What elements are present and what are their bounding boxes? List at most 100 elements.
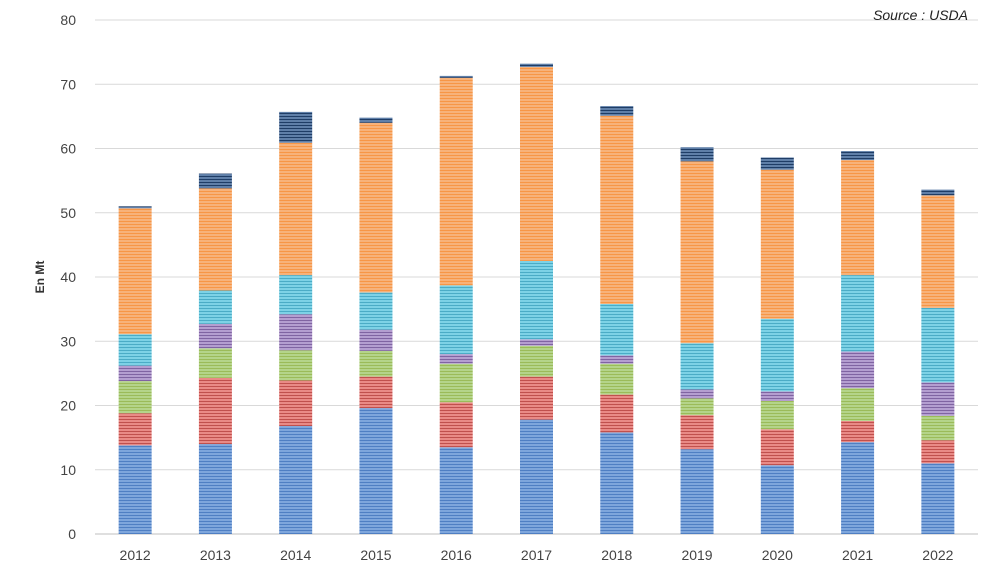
- bar-segment: [118, 334, 152, 366]
- bar-segment: [760, 169, 794, 319]
- bar-segment: [841, 160, 875, 276]
- bar-segment: [118, 445, 152, 534]
- bar-segment: [760, 391, 794, 402]
- x-tick-label: 2016: [441, 547, 472, 562]
- bar-segment: [921, 195, 955, 308]
- bar-segment: [680, 415, 714, 450]
- bar-segment: [439, 402, 473, 448]
- bar-segment: [198, 173, 232, 189]
- bar-segment: [439, 77, 473, 286]
- bar-segment: [439, 447, 473, 534]
- bar-segment: [921, 415, 955, 441]
- x-tick-label: 2020: [762, 547, 793, 562]
- bar-segment: [279, 142, 313, 276]
- y-tick-label: 60: [60, 141, 76, 157]
- y-tick-label: 70: [60, 76, 76, 92]
- bar-segment: [198, 323, 232, 349]
- bar-segment: [921, 307, 955, 383]
- y-tick-label: 10: [60, 462, 76, 478]
- bar-segment: [600, 115, 634, 304]
- bar-segment: [439, 354, 473, 364]
- bar-segment: [118, 381, 152, 414]
- x-tick-label: 2022: [922, 547, 953, 562]
- bar-segment: [198, 444, 232, 534]
- bar-segment: [359, 117, 393, 123]
- bar-segment: [198, 188, 232, 291]
- bar-segment: [841, 151, 875, 161]
- bars: [118, 63, 955, 534]
- bar-segment: [359, 350, 393, 377]
- bar-segment: [520, 260, 553, 340]
- bar-segment: [279, 275, 313, 315]
- bar-segment: [198, 348, 232, 378]
- bar-segment: [359, 329, 393, 351]
- bar-segment: [359, 376, 393, 409]
- bar-segment: [520, 63, 553, 67]
- bar-segment: [760, 465, 794, 534]
- bar-segment: [760, 429, 794, 466]
- bar-segment: [841, 388, 875, 421]
- y-tick-label: 40: [60, 269, 76, 285]
- y-tick-label: 80: [60, 12, 76, 28]
- bar-segment: [600, 363, 634, 395]
- y-tick-labels: 0 10 20 30 40 50 60 70 80: [60, 12, 76, 542]
- bar-segment: [439, 363, 473, 403]
- y-tick-label: 50: [60, 205, 76, 221]
- x-tick-label: 2019: [681, 547, 712, 562]
- bar-segment: [760, 157, 794, 170]
- bar-segment: [520, 339, 553, 346]
- bar-segment: [841, 275, 875, 352]
- bar-segment: [841, 420, 875, 443]
- bar-segment: [680, 389, 714, 399]
- bar-segment: [118, 413, 152, 446]
- bar-segment: [760, 401, 794, 430]
- bar-segment: [279, 426, 313, 534]
- x-tick-labels: 2012 2013 2014 2015 2016 2017 2018 2019 2020 2021…: [120, 547, 954, 562]
- bar-segment: [841, 442, 875, 534]
- x-tick-label: 2013: [200, 547, 231, 562]
- x-tick-label: 2018: [601, 547, 632, 562]
- bar-segment: [680, 343, 714, 390]
- bar-segment: [680, 161, 714, 344]
- bar-segment: [760, 318, 794, 392]
- bar-segment: [279, 380, 313, 427]
- y-axis-title: En Mt: [33, 261, 47, 294]
- bar-segment: [118, 208, 152, 335]
- bar-segment: [520, 345, 553, 377]
- bar-segment: [921, 382, 955, 416]
- source-label: Source : USDA: [873, 7, 968, 23]
- bar-segment: [198, 290, 232, 324]
- bar-segment: [279, 111, 313, 143]
- x-tick-label: 2017: [521, 547, 552, 562]
- bar-segment: [359, 122, 393, 293]
- bar-segment: [520, 66, 553, 261]
- y-tick-label: 0: [68, 526, 76, 542]
- bar-segment: [279, 314, 313, 351]
- bar-segment: [680, 449, 714, 534]
- bar-segment: [921, 440, 955, 464]
- bar-segment: [520, 376, 553, 420]
- bar-segment: [600, 432, 634, 534]
- bar-segment: [600, 355, 634, 364]
- bar-segment: [841, 351, 875, 389]
- bar-segment: [680, 398, 714, 416]
- bar-segment: [118, 365, 152, 382]
- x-tick-label: 2015: [360, 547, 391, 562]
- bar-segment: [921, 189, 955, 196]
- bar-segment: [359, 292, 393, 330]
- bar-segment: [439, 285, 473, 355]
- x-tick-label: 2021: [842, 547, 873, 562]
- bar-segment: [118, 206, 152, 209]
- bar-segment: [921, 463, 955, 534]
- bar-segment: [520, 419, 553, 534]
- bar-segment: [198, 377, 232, 445]
- bar-segment: [600, 303, 634, 356]
- bar-segment: [600, 106, 634, 116]
- bar-segment: [279, 350, 313, 381]
- y-tick-label: 30: [60, 333, 76, 349]
- x-tick-label: 2014: [280, 547, 311, 562]
- bar-segment: [439, 75, 473, 78]
- x-tick-label: 2012: [120, 547, 151, 562]
- bar-segment: [680, 147, 714, 162]
